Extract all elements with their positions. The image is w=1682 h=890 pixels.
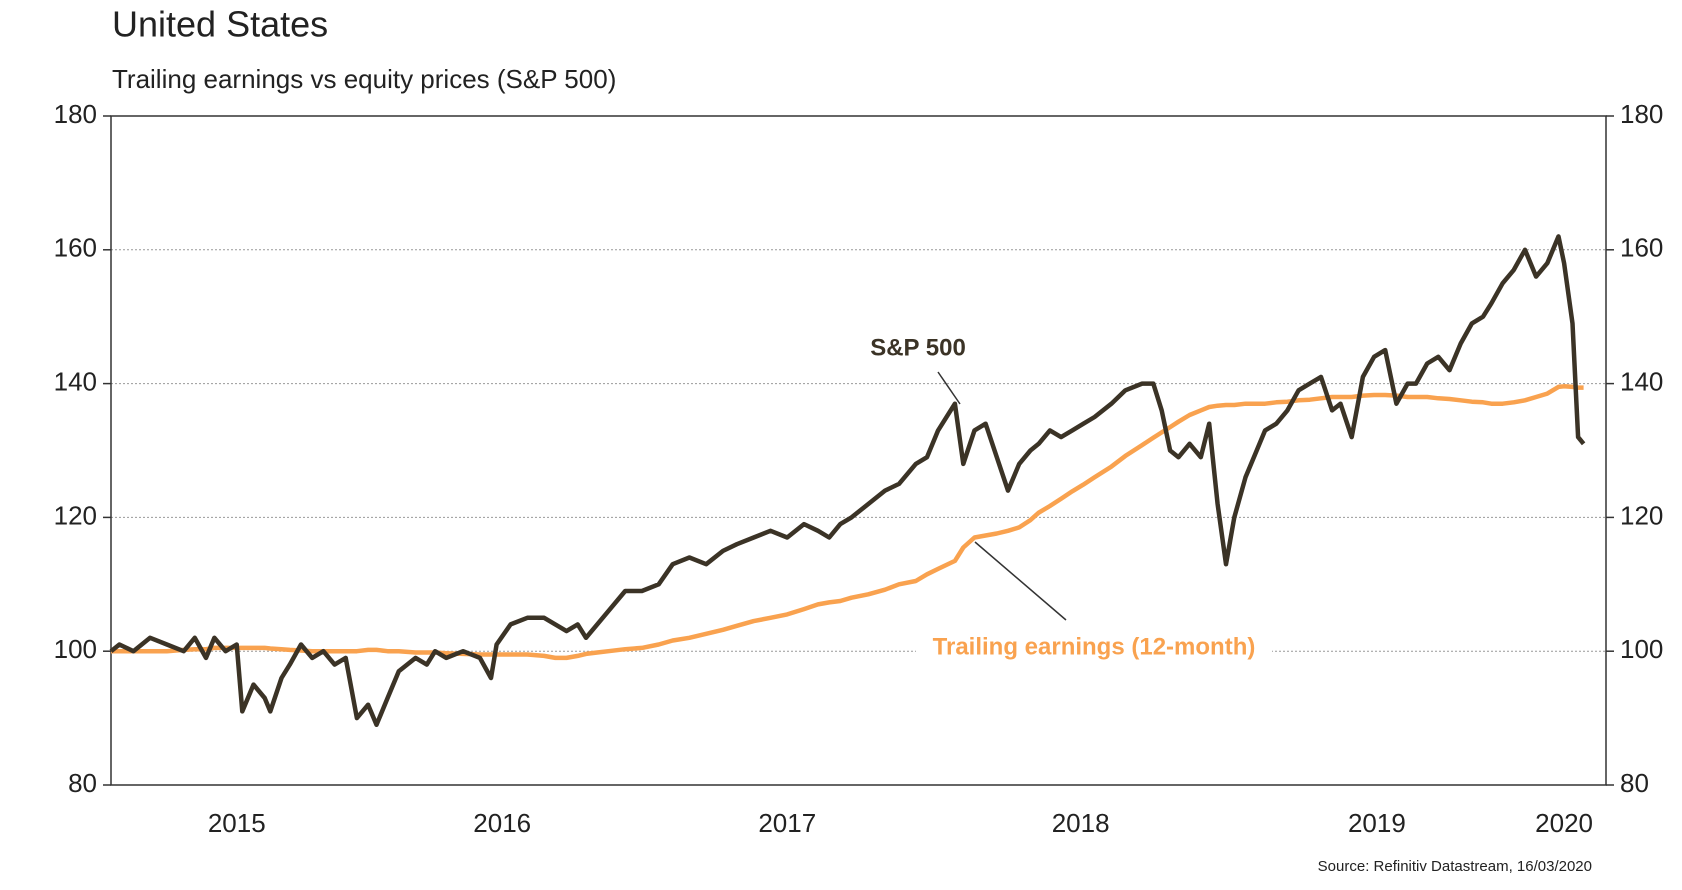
- leader-line: [937, 371, 961, 405]
- y2-tick-label: 140: [1620, 366, 1663, 396]
- y2-tick-label: 180: [1620, 99, 1663, 129]
- chart-subtitle: Trailing earnings vs equity prices (S&P …: [112, 64, 616, 94]
- y-tick-label: 120: [54, 500, 97, 530]
- plot-frame: [110, 115, 1607, 786]
- y-tick-label: 140: [54, 366, 97, 396]
- y-tick-label: 80: [68, 768, 97, 798]
- x-tick-label: 2018: [1052, 808, 1110, 838]
- series-line: [111, 384, 1584, 661]
- chart-title: United States: [112, 4, 328, 45]
- x-tick-label: 2020: [1535, 808, 1593, 838]
- source-note: Source: Refinitiv Datastream, 16/03/2020: [1318, 858, 1592, 875]
- y2-tick-label: 160: [1620, 233, 1663, 263]
- series-label: S&P 500: [870, 334, 966, 361]
- series-line: [109, 234, 1586, 728]
- x-tick-label: 2017: [758, 808, 816, 838]
- y2-tick-label: 80: [1620, 768, 1649, 798]
- x-tick-label: 2016: [473, 808, 531, 838]
- y2-tick-label: 100: [1620, 634, 1663, 664]
- y-tick-label: 180: [54, 99, 97, 129]
- label-background: [916, 630, 1272, 664]
- y2-tick-label: 120: [1620, 500, 1663, 530]
- y-tick-label: 100: [54, 634, 97, 664]
- x-tick-label: 2015: [208, 808, 266, 838]
- series-label: Trailing earnings (12-month): [933, 633, 1256, 660]
- leader-line: [974, 541, 1067, 621]
- y-tick-label: 160: [54, 233, 97, 263]
- x-tick-label: 2019: [1348, 808, 1406, 838]
